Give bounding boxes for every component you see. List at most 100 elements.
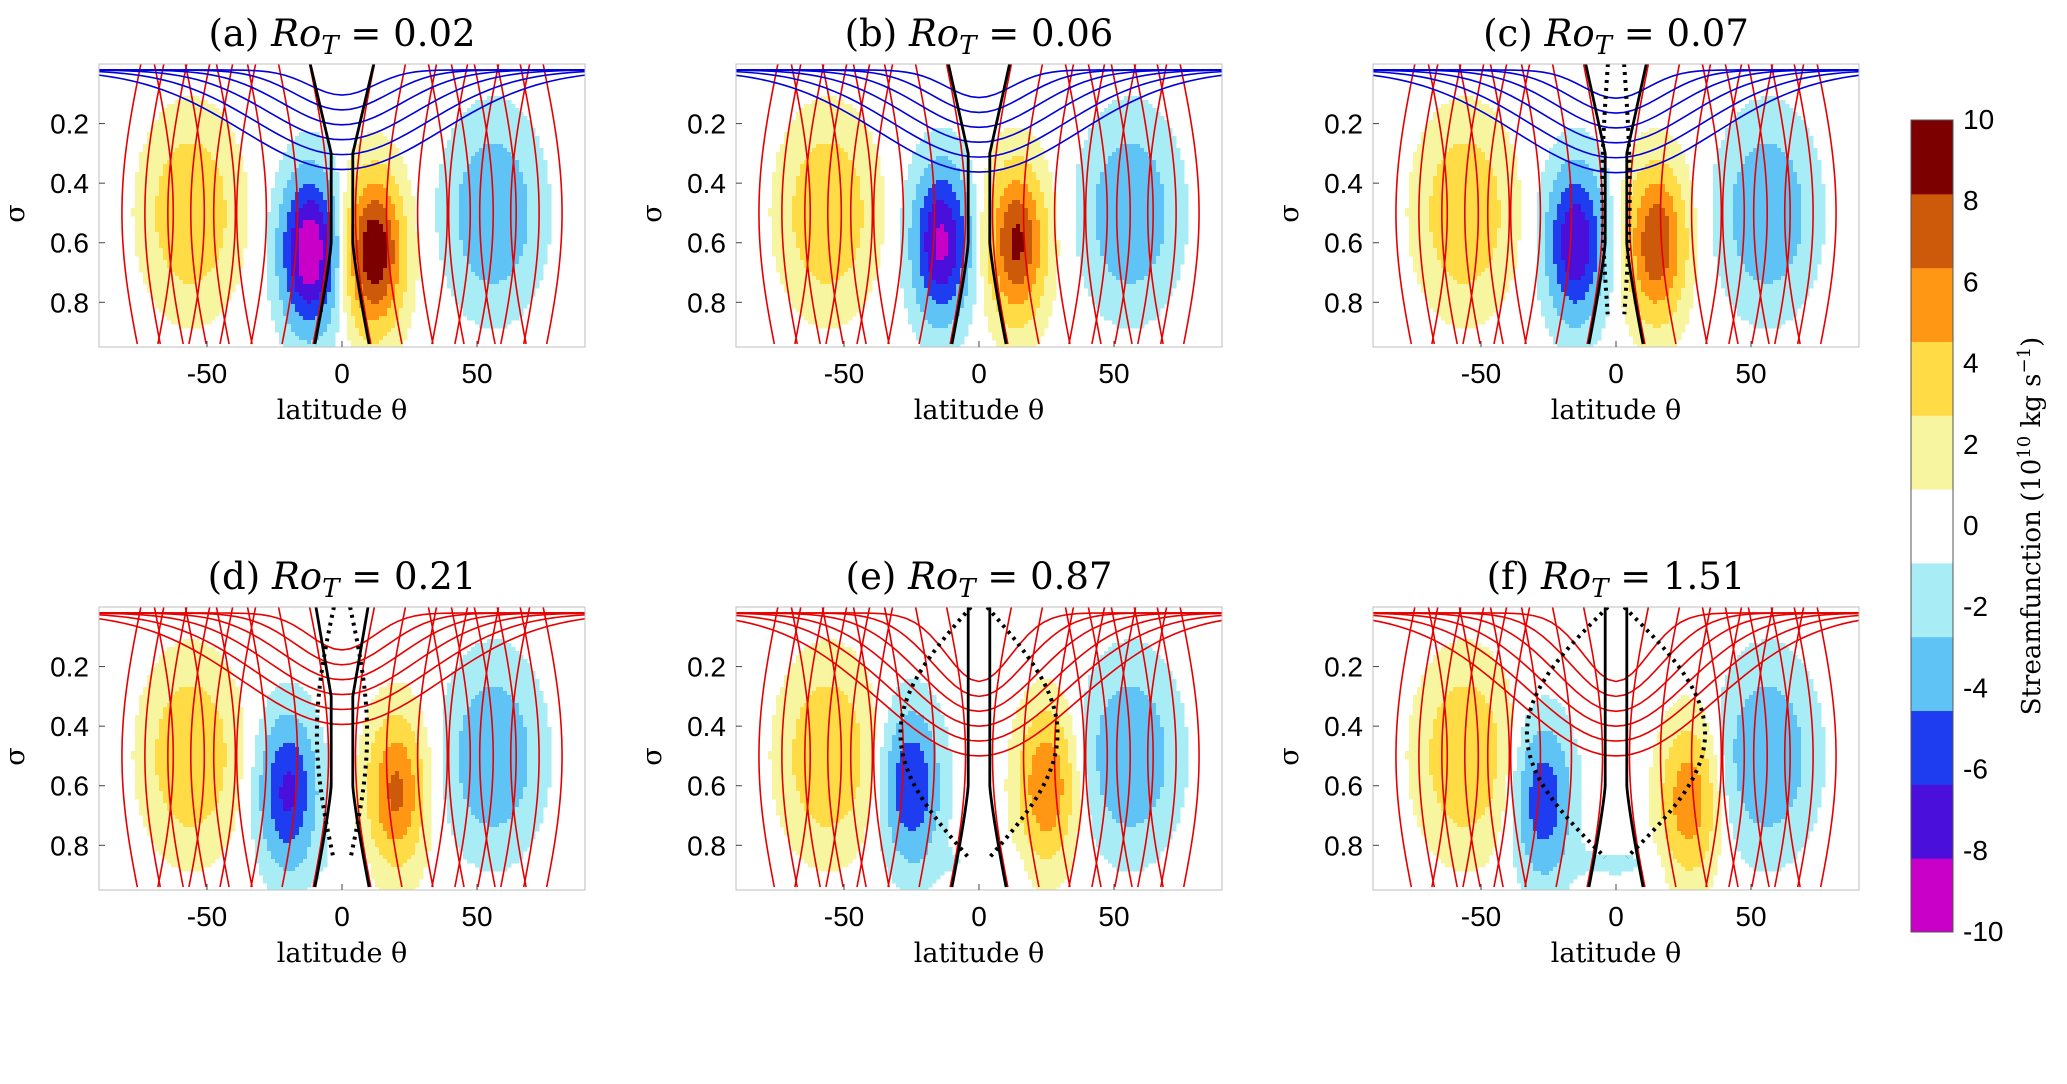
m-contour <box>1084 607 1106 888</box>
panel-e: -50 0 50 0.2 0.4 0.6 0.8 latitude θ σ (e) RoT = 0… <box>637 555 1223 969</box>
m-contour <box>246 64 268 345</box>
zero-contour <box>313 607 371 888</box>
m-contour <box>1156 607 1177 888</box>
m-contour <box>1724 607 1746 888</box>
m-contour <box>1133 64 1154 345</box>
x-tick-label: 0 <box>334 358 350 389</box>
y-tick-label: 0.6 <box>1324 771 1363 802</box>
m-contour <box>450 64 472 345</box>
zero-m-line <box>988 607 1008 888</box>
y-tick-label: 0.4 <box>50 168 89 199</box>
m-contour <box>1509 64 1531 345</box>
x-tick-label: -50 <box>1461 358 1501 389</box>
m-contour <box>1628 64 1650 345</box>
m-contour <box>1690 64 1712 345</box>
m-contour <box>1721 607 1743 888</box>
m-contour <box>308 64 330 345</box>
m-contour <box>215 64 237 345</box>
x-tick-label: -50 <box>187 901 227 932</box>
equatorial-contour <box>1373 69 1859 114</box>
m-contour <box>1816 64 1837 345</box>
m-contour <box>473 64 495 345</box>
m-contour <box>427 64 449 345</box>
m-contour <box>1520 64 1542 345</box>
y-tick-label: 0.6 <box>687 771 726 802</box>
x-tick-label: 50 <box>1098 901 1129 932</box>
equatorial-contour <box>1373 69 1859 129</box>
equatorial-contour <box>1373 74 1859 174</box>
m-contour <box>1395 607 1416 888</box>
m-contour <box>121 64 142 345</box>
m-contour <box>1721 64 1743 345</box>
equatorial-contour <box>736 619 1222 757</box>
zero-m-line <box>1584 64 1607 345</box>
x-tick-label: 50 <box>1098 358 1129 389</box>
colorbar-tick-label: 4 <box>1963 348 1979 379</box>
m-contour <box>758 64 779 345</box>
colorbar-segment <box>1911 636 1953 712</box>
m-contour <box>945 607 967 888</box>
m-contour <box>758 607 779 888</box>
m-contour <box>385 607 407 888</box>
y-axis-label: σ <box>1274 747 1305 765</box>
colorbar-tick-label: 2 <box>1963 429 1979 460</box>
panel-title: (e) RoT = 0.87 <box>846 555 1113 604</box>
m-contour <box>354 607 376 888</box>
m-contour <box>1087 64 1109 345</box>
m-contour <box>144 607 165 888</box>
m-contour <box>991 64 1013 345</box>
dotted-contour <box>898 607 973 859</box>
m-contour <box>1110 607 1131 888</box>
equatorial-contour <box>736 69 1222 144</box>
m-contour <box>1179 64 1200 345</box>
m-contour <box>427 607 449 888</box>
panel-d: -50 0 50 0.2 0.4 0.6 0.8 latitude θ σ (d) RoT = 0… <box>0 555 586 969</box>
x-axis-label: latitude θ <box>1551 395 1682 426</box>
y-tick-label: 0.8 <box>687 287 726 318</box>
angular-momentum-contours <box>99 64 585 345</box>
m-contour <box>1064 64 1086 345</box>
y-tick-label: 0.2 <box>687 109 726 140</box>
m-contour <box>852 64 874 345</box>
m-contour <box>1701 607 1723 888</box>
m-contour <box>781 607 802 888</box>
colorbar-segment <box>1911 784 1953 859</box>
panel-title: (b) RoT = 0.06 <box>845 12 1114 61</box>
colorbar-tick-label: -8 <box>1963 835 1988 866</box>
m-contour <box>509 607 531 888</box>
equatorial-contour <box>736 69 1222 114</box>
m-contour <box>1418 64 1439 345</box>
m-contour <box>416 64 438 345</box>
dotted-contour <box>314 607 336 858</box>
x-tick-label: -50 <box>1461 901 1501 932</box>
m-contour <box>215 607 237 888</box>
m-contour <box>852 607 874 888</box>
angular-momentum-contours <box>1373 607 1859 888</box>
angular-momentum-contours <box>1373 64 1859 345</box>
m-contour <box>826 607 848 888</box>
m-contour <box>1770 64 1791 345</box>
m-contour <box>1582 64 1604 345</box>
m-contour <box>385 64 407 345</box>
equatorial-contour <box>1373 612 1859 713</box>
panels-group: -50 0 50 0.2 0.4 0.6 0.8 latitude θ σ (a) RoT = 0… <box>0 12 1860 969</box>
m-contour <box>121 607 142 888</box>
dotted-contour <box>985 607 1060 859</box>
m-contour <box>450 607 472 888</box>
equatorial-contour <box>99 69 585 141</box>
zero-m-line <box>988 64 1011 345</box>
y-tick-label: 0.4 <box>50 711 89 742</box>
m-contour <box>167 64 188 345</box>
y-tick-label: 0.6 <box>50 228 89 259</box>
x-axis-label: latitude θ <box>914 395 1045 426</box>
m-contour <box>1659 64 1681 345</box>
zero-contour <box>308 64 376 345</box>
m-contour <box>1087 607 1109 888</box>
y-axis-label: σ <box>637 747 668 765</box>
panel-plot-area <box>99 64 585 347</box>
colorbar-segment <box>1911 489 1953 564</box>
m-contour <box>1793 64 1814 345</box>
m-contour <box>496 64 517 345</box>
panel-plot-area <box>736 64 1222 347</box>
